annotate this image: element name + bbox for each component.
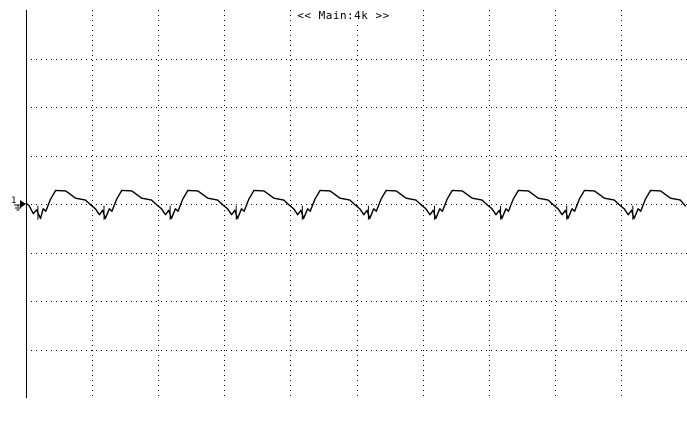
trace-line (25, 189, 687, 220)
trace-channel-1 (25, 189, 687, 220)
buffer-label: << Main:4k >> (293, 9, 394, 22)
ground-reference-marker: 1 (11, 196, 26, 211)
graticule (26, 10, 687, 398)
channel-number-label: 1 (11, 196, 16, 206)
ground-arrow-icon (20, 200, 26, 208)
timebase-header: << Main:4k >> (0, 9, 687, 22)
ground-symbol-icon (14, 204, 22, 211)
